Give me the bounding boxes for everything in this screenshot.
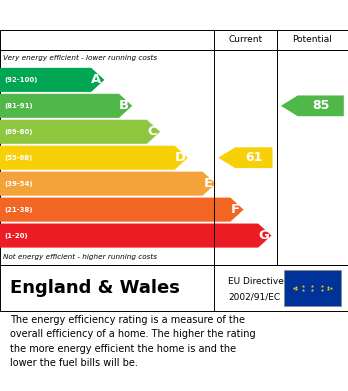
Text: EU Directive: EU Directive: [228, 276, 284, 285]
Text: C: C: [147, 125, 157, 138]
Text: (21-38): (21-38): [4, 206, 33, 213]
Text: Energy Efficiency Rating: Energy Efficiency Rating: [10, 7, 220, 23]
Text: F: F: [231, 203, 240, 216]
Text: 85: 85: [312, 99, 330, 112]
Text: (81-91): (81-91): [4, 103, 33, 109]
Text: Potential: Potential: [292, 36, 332, 45]
Polygon shape: [0, 94, 132, 118]
Polygon shape: [218, 147, 272, 168]
Text: England & Wales: England & Wales: [10, 279, 180, 297]
Text: E: E: [203, 177, 212, 190]
Polygon shape: [281, 95, 344, 116]
Text: Current: Current: [228, 36, 262, 45]
Text: G: G: [258, 229, 269, 242]
Polygon shape: [0, 224, 271, 248]
Text: (92-100): (92-100): [4, 77, 38, 83]
Text: A: A: [91, 74, 102, 86]
Polygon shape: [0, 197, 244, 222]
Text: (69-80): (69-80): [4, 129, 33, 135]
Text: (39-54): (39-54): [4, 181, 33, 187]
Polygon shape: [0, 146, 188, 170]
Text: Very energy efficient - lower running costs: Very energy efficient - lower running co…: [3, 56, 158, 61]
Polygon shape: [0, 172, 216, 196]
Bar: [284, 270, 341, 307]
Text: D: D: [174, 151, 185, 164]
Text: Not energy efficient - higher running costs: Not energy efficient - higher running co…: [3, 254, 158, 260]
Polygon shape: [0, 68, 104, 92]
Polygon shape: [0, 120, 160, 144]
Text: B: B: [119, 99, 129, 112]
Text: (55-68): (55-68): [4, 155, 32, 161]
Text: The energy efficiency rating is a measure of the
overall efficiency of a home. T: The energy efficiency rating is a measur…: [10, 315, 256, 368]
Text: (1-20): (1-20): [4, 233, 28, 239]
Text: 2002/91/EC: 2002/91/EC: [228, 293, 280, 302]
Text: 61: 61: [245, 151, 262, 164]
